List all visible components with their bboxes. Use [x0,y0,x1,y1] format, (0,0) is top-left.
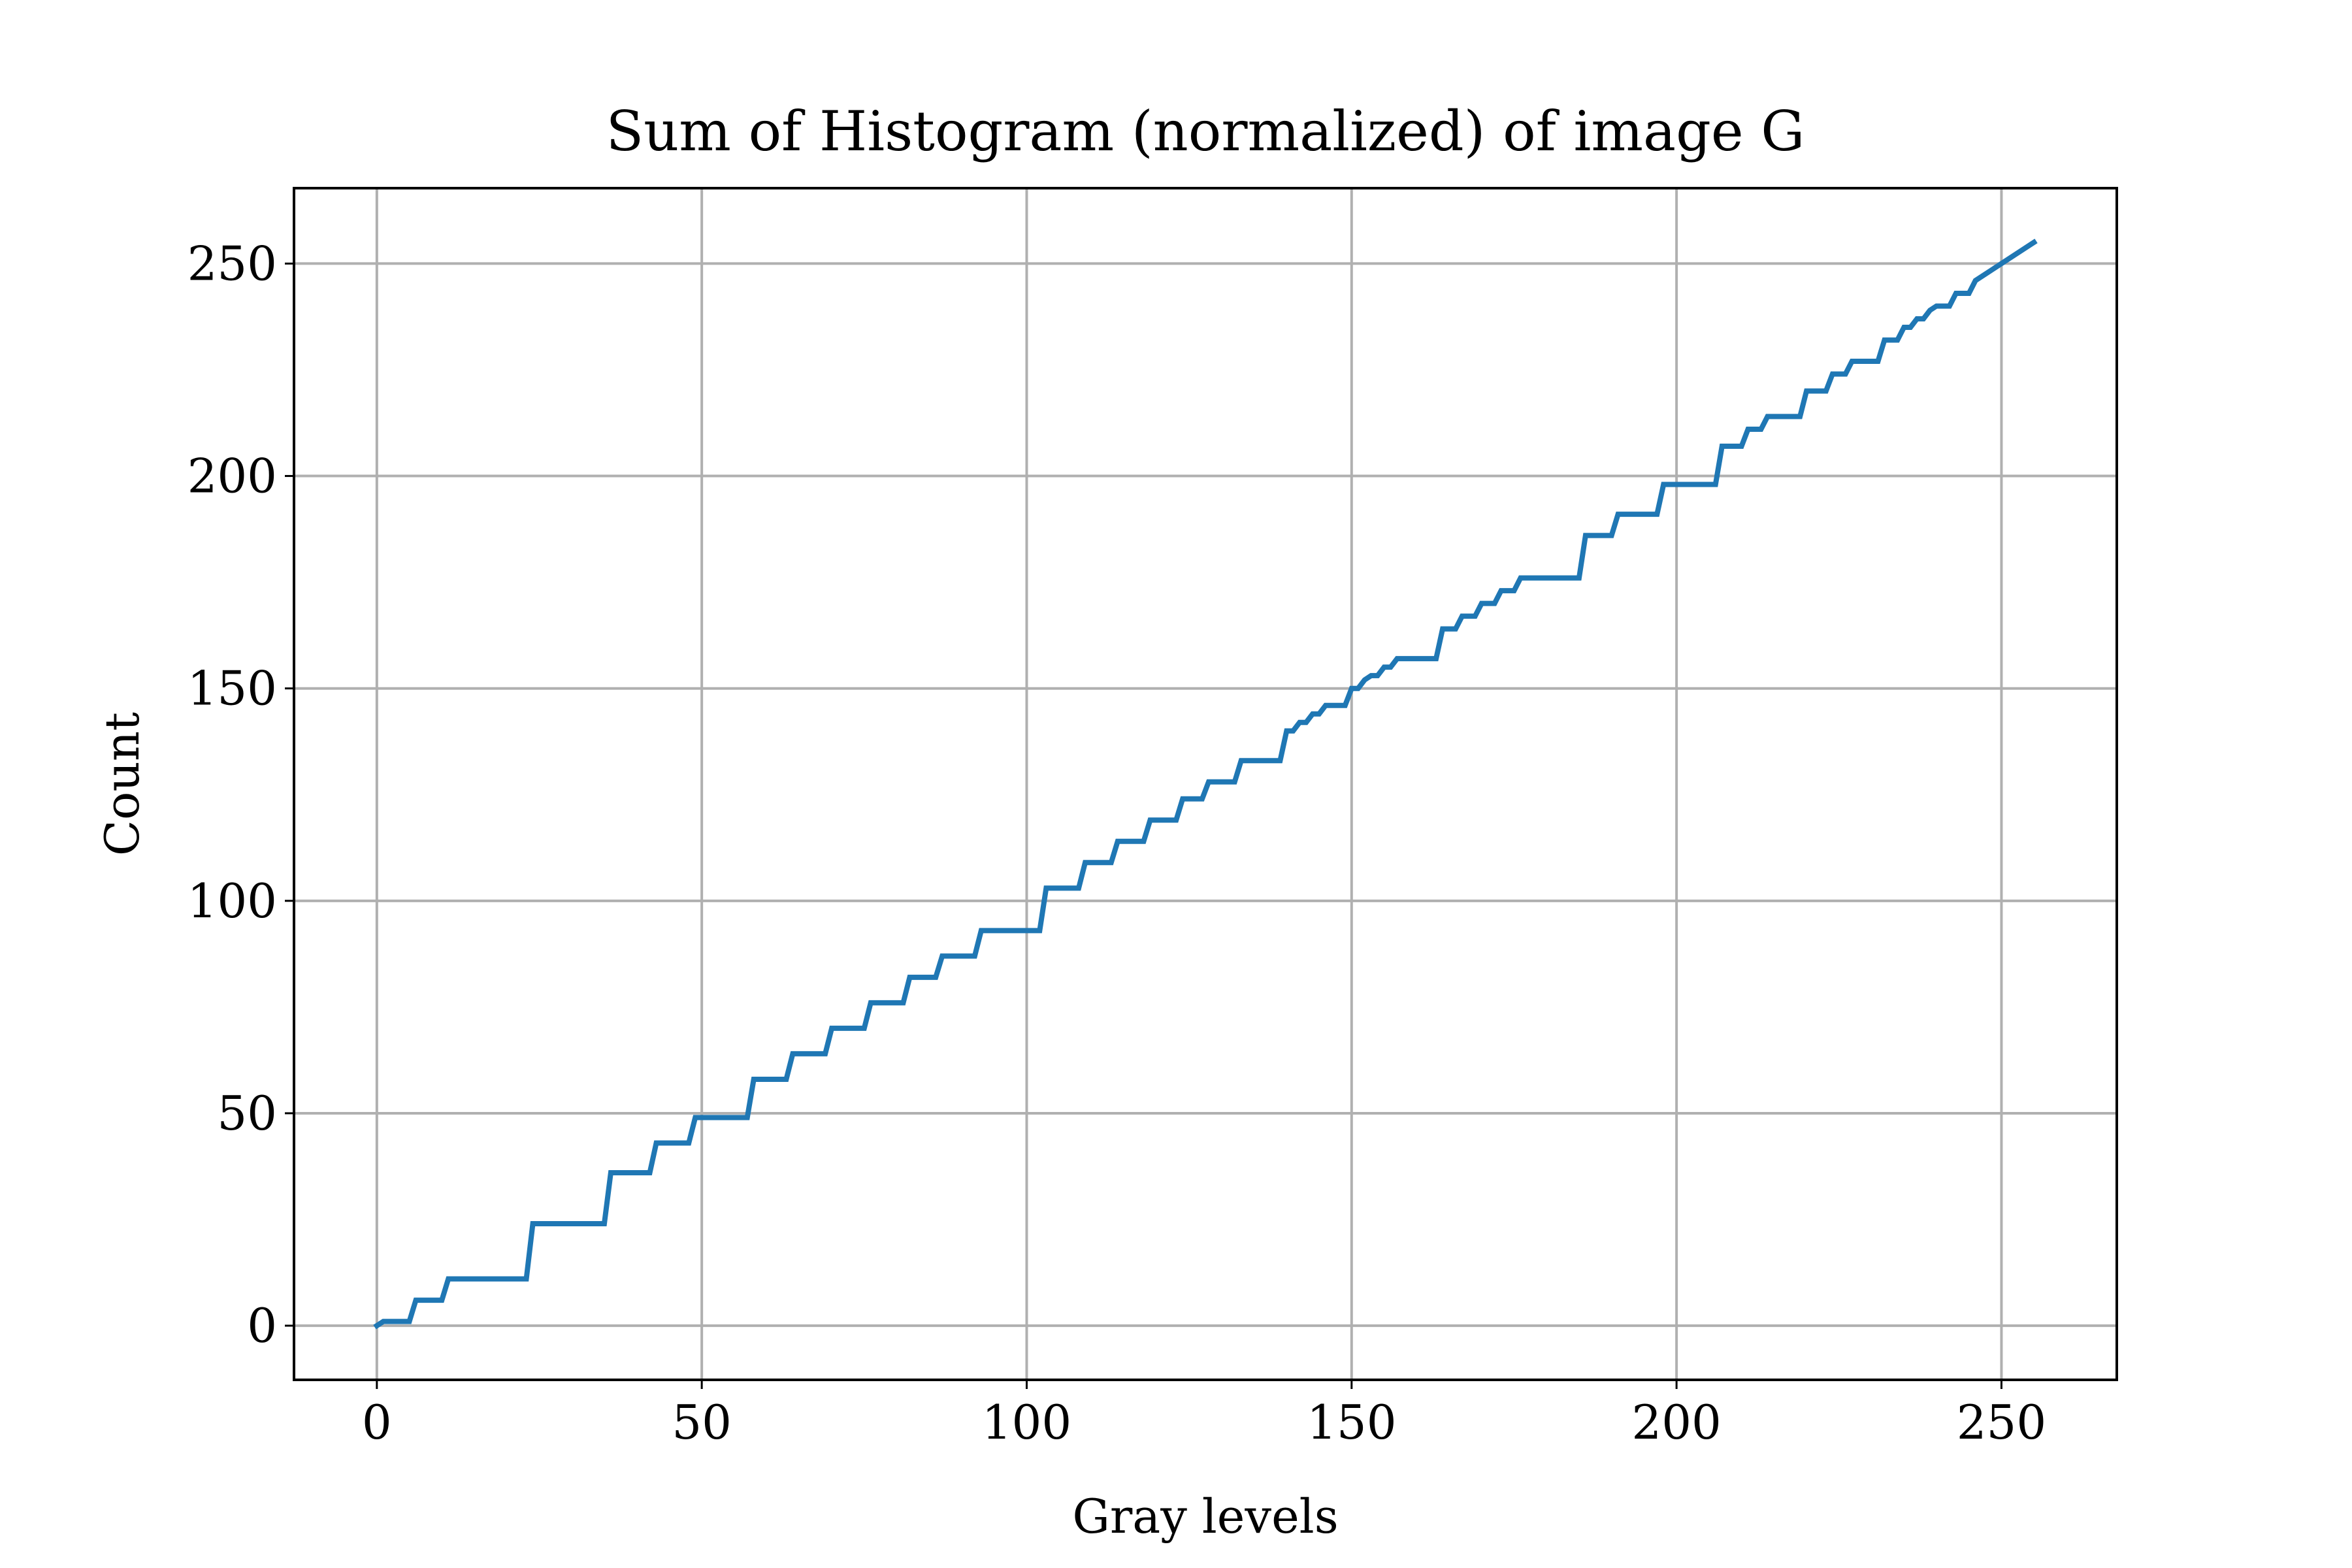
series-layer [373,238,2038,1330]
series-line-cumulative-histogram [373,238,2038,1330]
y-axis-label: Count [95,712,150,856]
y-tick-label: 150 [188,661,277,716]
x-tick-label: 50 [672,1395,732,1450]
x-tick-label: 100 [982,1395,1071,1450]
x-tick-label: 0 [362,1395,392,1450]
y-tick-label: 50 [217,1086,277,1141]
x-axis-label: Gray levels [1072,1489,1338,1544]
grid-layer [294,188,2117,1380]
x-tick-label: 200 [1631,1395,1721,1450]
y-tick-label: 0 [247,1298,277,1353]
tick-layer: 0 50 100 150 200 250 0 50 100 150 200 250 [188,236,2047,1450]
chart-title: Sum of Histogram (normalized) of image G [606,99,1805,163]
y-tick-label: 100 [188,874,277,928]
x-tick-label: 150 [1307,1395,1396,1450]
y-tick-label: 250 [188,236,277,291]
y-tick-label: 200 [188,449,277,504]
x-tick-label: 250 [1957,1395,2046,1450]
axes-frame [293,187,2118,1381]
